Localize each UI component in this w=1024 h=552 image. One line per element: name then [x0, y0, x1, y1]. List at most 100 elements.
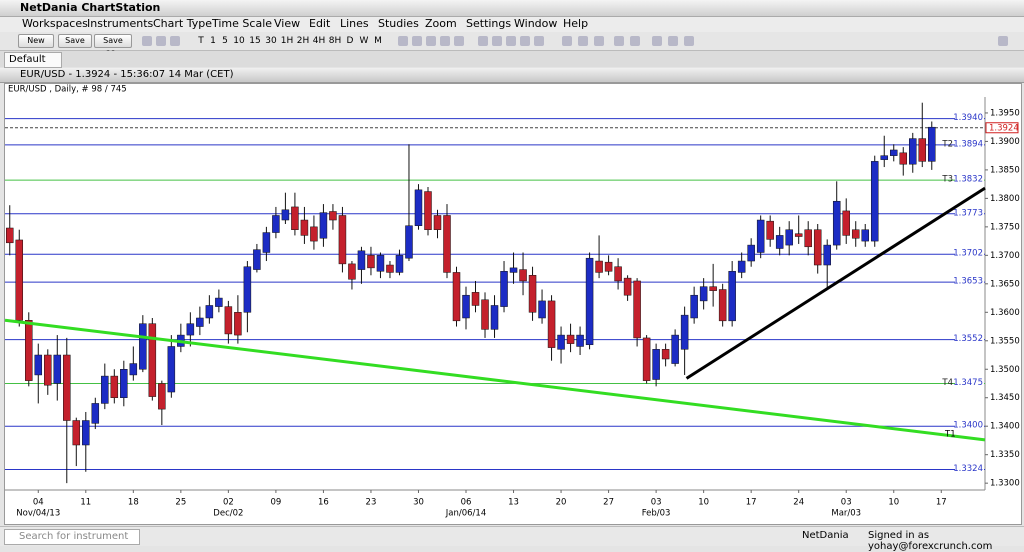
candle-body: [813, 229, 822, 266]
candle-body: [243, 266, 252, 313]
tab[interactable]: Default: [4, 52, 62, 68]
candle-body: [367, 255, 375, 269]
icon[interactable]: [156, 36, 166, 46]
icon[interactable]: [534, 36, 544, 46]
candle-body: [433, 215, 442, 230]
candle-body: [452, 272, 461, 322]
icon[interactable]: [614, 36, 624, 46]
x-tick-label: 09: [270, 498, 281, 508]
candle-body: [34, 354, 43, 376]
menu-item[interactable]: Settings: [466, 17, 512, 30]
candle-body: [215, 297, 223, 307]
menu-item[interactable]: Chart Type: [153, 17, 212, 30]
trendline: [4, 318, 986, 442]
candle-body: [167, 346, 176, 393]
x-tick-label: 03: [841, 498, 852, 508]
timeframe-button[interactable]: 4H: [312, 36, 326, 46]
icon[interactable]: [478, 36, 488, 46]
timeframe-button[interactable]: 1H: [280, 36, 294, 46]
x-tick-label: 20: [556, 498, 567, 508]
trendline: [685, 186, 986, 380]
candle-body: [623, 277, 632, 296]
x-tick-label: 03: [651, 498, 662, 508]
candle-body: [481, 299, 489, 330]
level-label: 1.3894: [953, 139, 983, 149]
timeframe-button[interactable]: M: [374, 36, 382, 46]
timeframe-button[interactable]: D: [346, 36, 354, 46]
candle-body: [281, 209, 290, 221]
x-tick-label: 23: [366, 498, 377, 508]
button[interactable]: New: [18, 34, 54, 48]
icon[interactable]: [492, 36, 502, 46]
icon[interactable]: [412, 36, 422, 46]
candle-body: [44, 354, 52, 386]
candle-body: [234, 312, 242, 336]
menu-item[interactable]: Time Scale: [212, 17, 273, 30]
level-label-box: [955, 463, 984, 474]
menu-item[interactable]: Lines: [340, 17, 369, 30]
icon[interactable]: [684, 36, 694, 46]
candle-body: [91, 403, 100, 424]
x-tick-label: 10: [888, 498, 899, 508]
candle-body: [671, 334, 679, 364]
candle-body: [680, 314, 689, 350]
icon[interactable]: [142, 36, 152, 46]
menu-item[interactable]: Studies: [378, 17, 419, 30]
candle-body: [614, 266, 622, 282]
icon[interactable]: [440, 36, 450, 46]
timeframe-button[interactable]: 10: [233, 36, 245, 46]
icon[interactable]: [398, 36, 408, 46]
candle-body: [148, 323, 157, 397]
icon[interactable]: [426, 36, 436, 46]
icon[interactable]: [170, 36, 180, 46]
x-period-label: Mar/03: [831, 509, 861, 519]
x-tick-label: 06: [461, 498, 472, 508]
menu-item[interactable]: Instruments: [87, 17, 154, 30]
menu-item[interactable]: View: [274, 17, 301, 30]
timeframe-button[interactable]: 2H: [296, 36, 310, 46]
timeframe-button[interactable]: 8H: [328, 36, 342, 46]
icon[interactable]: [594, 36, 604, 46]
menu-item[interactable]: Help: [563, 17, 589, 30]
candle-body: [851, 229, 860, 239]
menu-item[interactable]: Edit: [309, 17, 331, 30]
candle-body: [766, 220, 774, 240]
icon[interactable]: [630, 36, 640, 46]
icon[interactable]: [578, 36, 588, 46]
timeframe-button[interactable]: 30: [265, 36, 277, 46]
candle-body: [823, 244, 831, 266]
timeframe-button[interactable]: 15: [249, 36, 261, 46]
icon[interactable]: [652, 36, 662, 46]
icon[interactable]: [668, 36, 678, 46]
candle-body: [319, 212, 328, 239]
timeframe-button[interactable]: T: [198, 36, 204, 46]
timeframe-button[interactable]: W: [359, 36, 369, 46]
timeframe-button[interactable]: 5: [222, 36, 228, 46]
x-tick-label: 30: [413, 498, 424, 508]
level-label: 1.3653: [953, 277, 983, 287]
trendline-label: T1: [944, 429, 956, 439]
brand: NetDania: [802, 530, 849, 541]
menu-item[interactable]: Window: [514, 17, 558, 30]
icon[interactable]: [454, 36, 464, 46]
candle-body: [785, 229, 793, 246]
icon[interactable]: [562, 36, 572, 46]
level-label-box: [955, 377, 984, 388]
current-price-label: 1.3924: [989, 123, 1019, 133]
candle-body: [842, 210, 850, 236]
icon[interactable]: [520, 36, 530, 46]
menu-item[interactable]: Workspaces: [22, 17, 88, 30]
x-tick-label: 27: [603, 498, 614, 508]
y-tick-label: 1.3450: [990, 393, 1020, 403]
icon[interactable]: [998, 36, 1008, 46]
candle-body: [376, 255, 385, 272]
icon[interactable]: [506, 36, 516, 46]
x-tick-label: 11: [80, 498, 91, 508]
button[interactable]: Save: [58, 34, 92, 48]
menu-item[interactable]: Zoom: [425, 17, 457, 30]
timeframe-button[interactable]: 1: [210, 36, 216, 46]
candle-body: [101, 375, 109, 404]
level-label: 1.3940: [953, 113, 983, 123]
